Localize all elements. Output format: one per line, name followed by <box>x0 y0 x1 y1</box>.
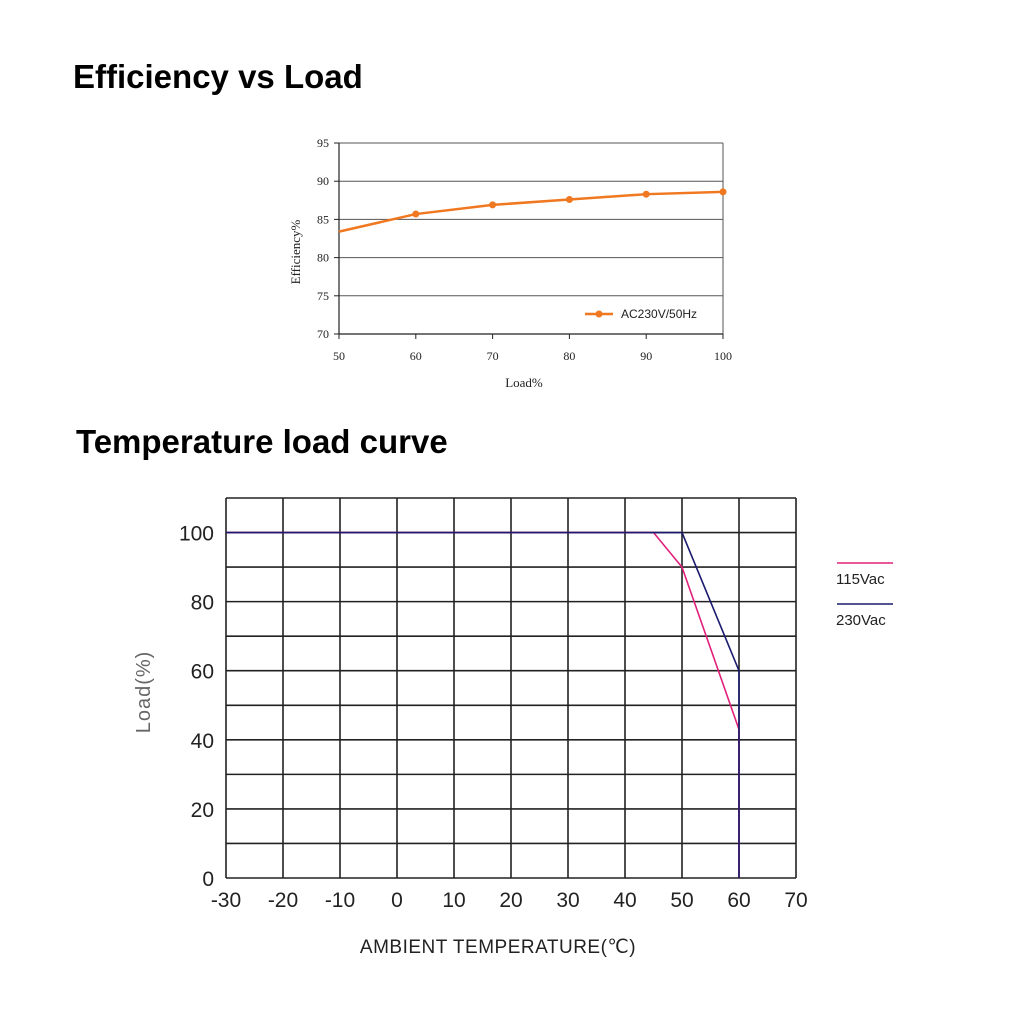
x-tick-label: 0 <box>391 889 403 912</box>
y-tick-label: 95 <box>317 136 329 150</box>
y-tick-label: 20 <box>191 799 214 822</box>
y-tick-label: 0 <box>202 868 214 891</box>
efficiency-chart-title: Efficiency vs Load <box>73 58 363 95</box>
efficiency-chart: 70 75 80 85 90 95 50 60 70 80 90 100 Load% Efficiency… <box>288 136 732 390</box>
x-tick-label: 100 <box>714 349 732 363</box>
y-tick-label: 85 <box>317 212 329 226</box>
y-axis-label: Load(%) <box>133 651 155 734</box>
x-tick-label: -20 <box>268 889 298 912</box>
x-tick-label: 90 <box>640 349 652 363</box>
x-tick-label: 40 <box>613 889 636 912</box>
x-axis-label: AMBIENT TEMPERATURE(℃) <box>360 937 636 958</box>
legend-label: 230Vac <box>836 612 886 629</box>
legend-label: AC230V/50Hz <box>621 307 697 321</box>
y-tick-label: 80 <box>317 251 329 265</box>
x-tick-label: 50 <box>333 349 345 363</box>
y-tick-label: 60 <box>191 661 214 684</box>
x-tick-label: -30 <box>211 889 241 912</box>
x-axis-label: Load% <box>505 375 543 390</box>
x-tick-label: 20 <box>499 889 522 912</box>
x-tick-label: 50 <box>670 889 693 912</box>
data-point <box>642 190 650 198</box>
y-tick-label: 40 <box>191 730 214 753</box>
x-tick-label: 60 <box>410 349 422 363</box>
x-tick-label: 70 <box>784 889 807 912</box>
y-tick-label: 80 <box>191 592 214 615</box>
legend-label: 115Vac <box>836 571 885 588</box>
x-tick-label: 10 <box>442 889 465 912</box>
temperature-chart-title: Temperature load curve <box>76 423 448 460</box>
x-tick-label: 70 <box>487 349 499 363</box>
x-tick-label: 60 <box>727 889 750 912</box>
x-tick-label: -10 <box>325 889 355 912</box>
x-tick-label: 30 <box>556 889 579 912</box>
legend-marker <box>595 310 603 318</box>
y-tick-label: 70 <box>317 327 329 341</box>
data-point <box>489 201 497 209</box>
series-line-ac230v <box>338 190 724 233</box>
series-line-230vac <box>226 531 740 878</box>
data-point <box>412 210 420 218</box>
data-point <box>719 188 727 196</box>
y-tick-label: 75 <box>317 289 329 303</box>
y-tick-label: 100 <box>179 523 214 546</box>
data-point <box>565 196 573 204</box>
x-tick-label: 80 <box>563 349 575 363</box>
y-axis-label: Efficiency% <box>288 219 303 284</box>
y-tick-label: 90 <box>317 174 329 188</box>
